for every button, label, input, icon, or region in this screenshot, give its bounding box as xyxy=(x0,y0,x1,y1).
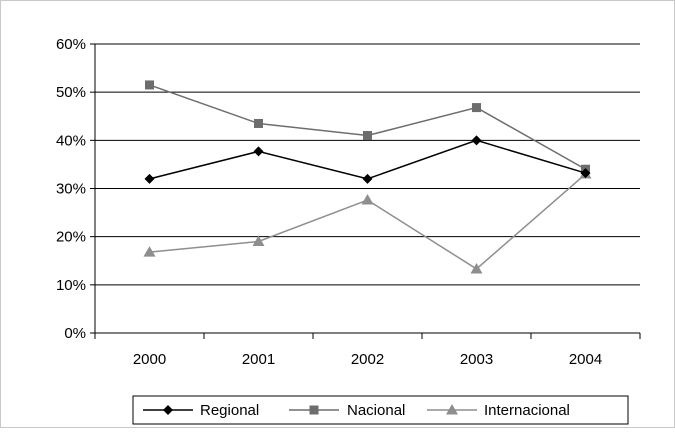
axes xyxy=(90,43,641,339)
legend-label-nacional: Nacional xyxy=(347,402,405,419)
data-point-square xyxy=(145,80,154,90)
data-point-square xyxy=(472,103,481,113)
data-point-triangle xyxy=(143,246,156,257)
legend-label-internacional: Internacional xyxy=(484,402,570,419)
x-tick-label: 2003 xyxy=(460,351,493,368)
y-tick-label: 10% xyxy=(56,277,86,294)
y-tick-label: 50% xyxy=(56,84,86,101)
y-tick-label: 60% xyxy=(56,36,86,53)
data-point-square xyxy=(363,131,372,141)
data-point-triangle xyxy=(470,262,483,274)
y-tick-labels: 0% 10% 20% 30% 40% 50% 60% xyxy=(56,36,86,342)
data-point-diamond xyxy=(253,146,264,157)
x-tick-label: 2004 xyxy=(569,351,602,368)
data-point-diamond xyxy=(163,405,173,415)
x-tick-label: 2002 xyxy=(351,351,384,368)
data-point-triangle xyxy=(252,235,265,246)
legend-label-regional: Regional xyxy=(200,402,259,419)
series-group xyxy=(143,80,592,274)
data-point-diamond xyxy=(362,173,373,184)
data-point-diamond xyxy=(580,168,591,179)
data-point-square xyxy=(254,118,263,128)
data-point-diamond xyxy=(471,135,482,146)
data-point-square xyxy=(309,405,319,415)
legend: Regional Nacional Internacional xyxy=(132,395,629,425)
gridlines xyxy=(95,43,640,286)
y-tick-label: 30% xyxy=(56,181,86,198)
legend-box xyxy=(132,395,629,425)
data-point-triangle xyxy=(446,404,458,415)
y-tick-label: 0% xyxy=(64,325,86,342)
x-tick-label: 2001 xyxy=(242,351,275,368)
y-tick-label: 20% xyxy=(56,229,86,246)
data-point-diamond xyxy=(144,173,155,184)
data-point-triangle xyxy=(361,194,374,205)
y-tick-label: 40% xyxy=(56,132,86,149)
x-tick-label: 2000 xyxy=(133,351,166,368)
x-tick-labels: 2000 2001 2002 2003 2004 xyxy=(133,351,602,368)
